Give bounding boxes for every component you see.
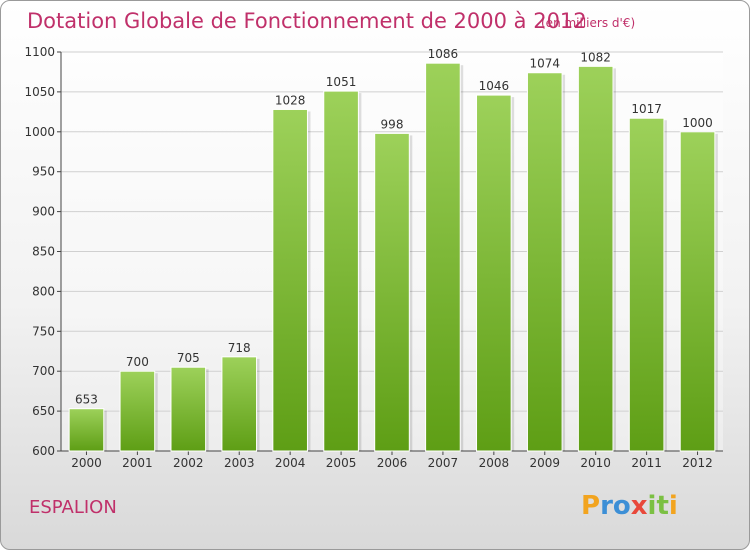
x-tick-label-2008: 2008: [479, 456, 510, 470]
data-label-2010: 1082: [580, 50, 611, 64]
x-tick-label-2000: 2000: [71, 456, 102, 470]
data-label-2003: 718: [228, 341, 251, 355]
y-tick-label: 600: [32, 444, 55, 458]
x-tick-label-2007: 2007: [428, 456, 459, 470]
bar-2000: [68, 408, 105, 452]
data-label-2001: 700: [126, 355, 149, 369]
bar-2001: [119, 370, 156, 452]
data-label-2005: 1051: [326, 75, 357, 89]
y-tick-label: 800: [32, 284, 55, 298]
data-label-2004: 1028: [275, 93, 306, 107]
y-tick-label: 1050: [24, 85, 55, 99]
bar-2004: [272, 108, 308, 452]
x-tick-label-2006: 2006: [377, 456, 408, 470]
y-tick-label: 1100: [24, 45, 55, 59]
city-name: ESPALION: [29, 497, 117, 518]
data-label-2009: 1074: [529, 57, 560, 71]
x-tick-label-2004: 2004: [275, 456, 306, 470]
x-tick-label-2012: 2012: [682, 456, 713, 470]
data-label-2000: 653: [75, 393, 98, 407]
x-tick-label-2005: 2005: [326, 456, 357, 470]
bar-2003: [221, 356, 258, 452]
x-tick-label-2002: 2002: [173, 456, 204, 470]
y-tick-label: 900: [32, 205, 55, 219]
labels: 600 650 700 750 800 850 900 950 1000 1050 1100 653 2…: [24, 45, 712, 470]
x-tick-label-2011: 2011: [631, 456, 662, 470]
chart-title: Dotation Globale de Fonctionnement de 20…: [27, 9, 587, 33]
x-tick-label-2001: 2001: [122, 456, 153, 470]
proxiti-logo: Proxiti: [581, 491, 678, 521]
data-label-2011: 1017: [631, 102, 662, 116]
x-tick-label-2003: 2003: [224, 456, 255, 470]
bar-2002: [170, 366, 207, 452]
bar-2008: [476, 94, 512, 452]
bar-2010: [577, 65, 614, 452]
y-tick-label: 950: [32, 165, 55, 179]
data-label-2008: 1046: [479, 79, 510, 93]
y-tick-label: 650: [32, 404, 55, 418]
bar-2006: [374, 132, 410, 452]
data-label-2007: 1086: [428, 47, 459, 61]
data-label-2002: 705: [177, 351, 200, 365]
bar-2007: [425, 62, 461, 452]
x-tick-label-2009: 2009: [529, 456, 560, 470]
y-tick-label: 700: [32, 364, 55, 378]
data-label-2006: 998: [381, 117, 404, 131]
bar-2005: [323, 90, 359, 452]
y-tick-label: 850: [32, 245, 55, 259]
chart-subtitle: (en milliers d'€): [541, 16, 636, 30]
bars: [68, 62, 718, 452]
bar-2009: [526, 72, 563, 452]
y-tick-label: 1000: [24, 125, 55, 139]
x-tick-label-2010: 2010: [580, 456, 611, 470]
bar-2012: [679, 131, 716, 452]
data-label-2012: 1000: [682, 116, 713, 130]
bar-2011: [628, 117, 665, 452]
y-tick-label: 750: [32, 324, 55, 338]
